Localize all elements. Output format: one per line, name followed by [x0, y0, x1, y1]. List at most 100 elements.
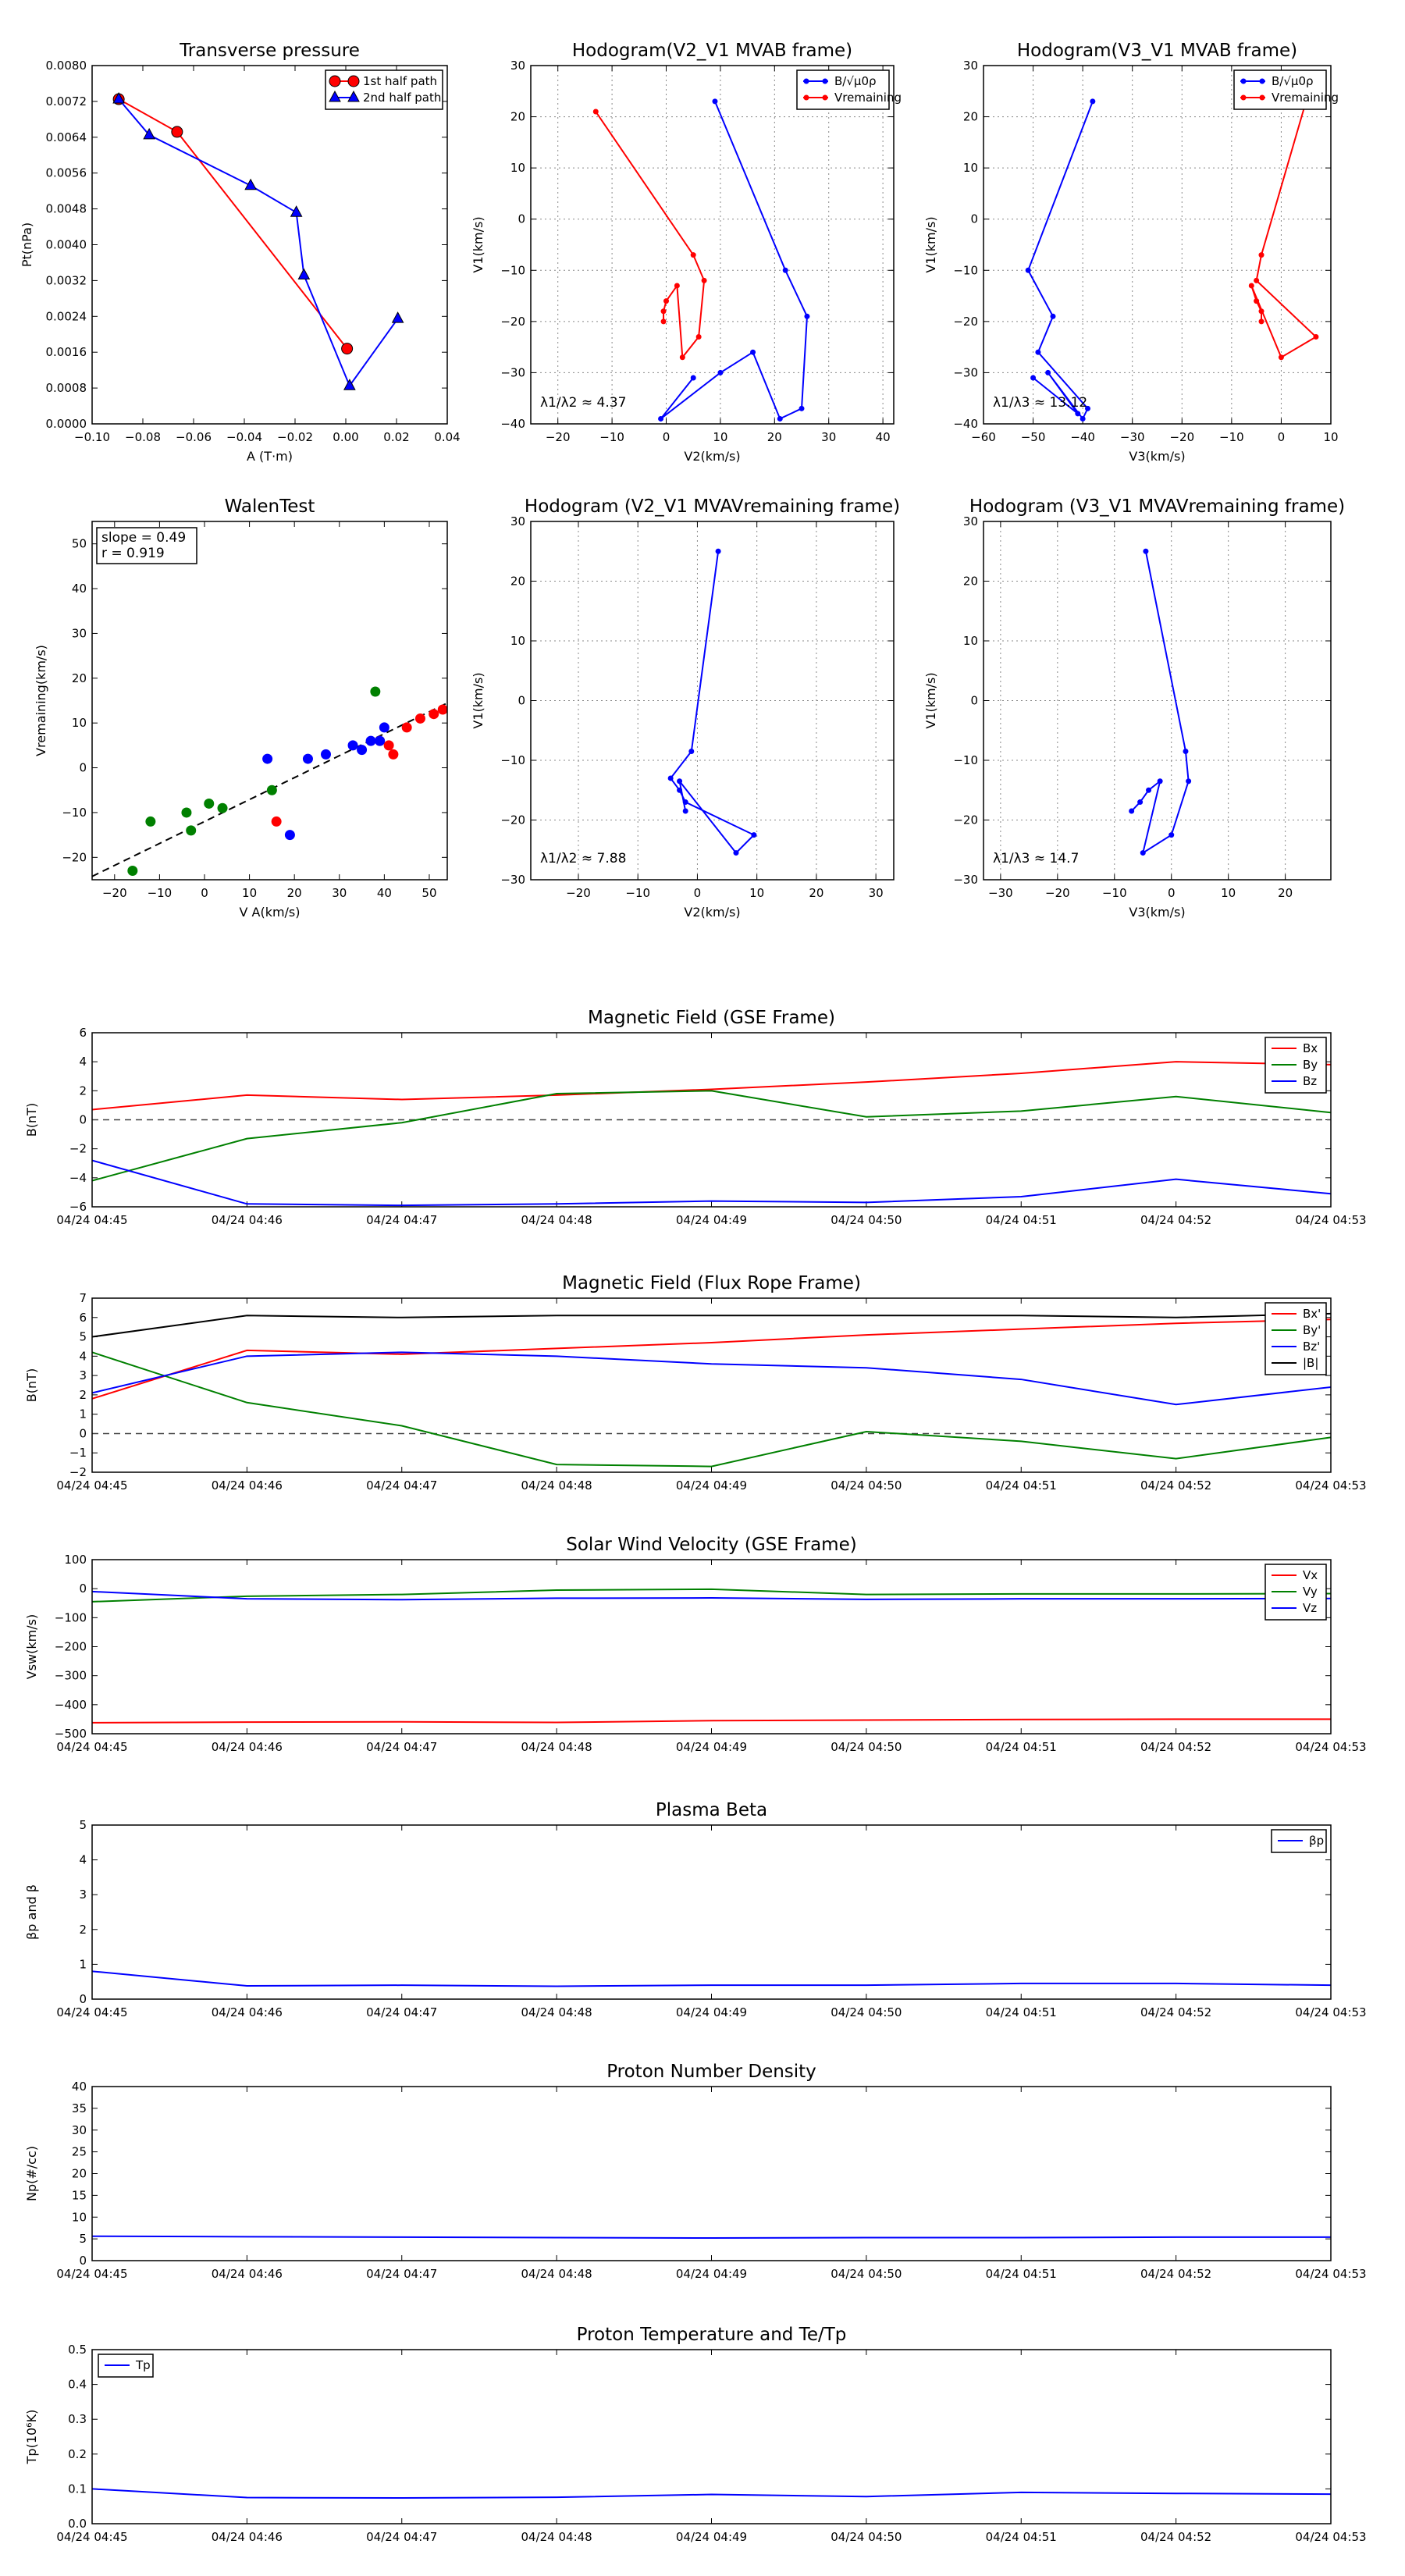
legend-box: [325, 69, 443, 110]
x-tick-label: −10: [1219, 430, 1244, 444]
plot-frame: [983, 521, 1332, 881]
data-layer: [92, 2488, 1331, 2499]
y-tick-label: 0.0064: [46, 130, 87, 144]
data-point: [1157, 778, 1163, 785]
data-point: [1258, 252, 1264, 258]
y-tick-label: −10: [62, 806, 87, 820]
y-tick-label: 0: [79, 1992, 87, 2006]
x-tick-label: −20: [546, 430, 571, 444]
plot-frame: [91, 1824, 1332, 2000]
data-point: [751, 832, 757, 838]
x-tick-label: 20: [1278, 886, 1293, 900]
y-tick-label: 10: [963, 634, 978, 648]
y-tick-label: 0.0040: [46, 238, 87, 252]
x-tick-label: 10: [1323, 430, 1338, 444]
chart-beta: 04/24 04:45 04/24 04:46 04/24 04:47 04/24 0…: [24, 1800, 1367, 2019]
data-point: [750, 349, 756, 355]
legend-label: By: [1303, 1058, 1318, 1072]
y-tick-label: 0.5: [68, 2343, 87, 2357]
y-tick-label: −4: [69, 1171, 87, 1185]
x-tick-label: 20: [287, 886, 302, 900]
legend: 1st half path 2nd half path: [325, 69, 443, 110]
x-tick-label: 04/24 04:46: [212, 2005, 283, 2019]
plot-background: [92, 521, 447, 880]
data-point: [799, 405, 805, 411]
x-tick-label: 0.04: [434, 430, 460, 444]
plot-frame: [91, 2086, 1332, 2261]
data-point: [1129, 808, 1135, 814]
y-axis-label: βp and β: [24, 1884, 39, 1940]
data-point: [1050, 313, 1056, 319]
y-tick-label: 20: [72, 671, 87, 685]
y-axis-label: V1(km/s): [923, 672, 938, 728]
y-axis-label: B(nT): [24, 1103, 39, 1137]
y-tick-label: 0.0000: [46, 417, 87, 431]
legend-box: [796, 69, 890, 110]
x-tick-label: 04/24 04:51: [986, 2267, 1057, 2281]
x-tick-label: −10: [148, 886, 173, 900]
x-tick-label: 04/24 04:48: [521, 1213, 592, 1227]
y-tick-label: −10: [953, 753, 978, 767]
chart-title: Magnetic Field (GSE Frame): [588, 1008, 835, 1028]
x-tick-label: 04/24 04:49: [676, 1740, 747, 1754]
y-tick-label: 30: [72, 2123, 87, 2137]
ratio-annotation: λ1/λ3 ≈ 14.7: [993, 851, 1079, 866]
plot-frame: [530, 521, 895, 881]
plot-background: [531, 66, 894, 424]
y-tick-label: 5: [79, 1330, 87, 1344]
data-point: [127, 866, 138, 877]
y-tick-label: −400: [55, 1698, 87, 1712]
y-tick-label: 15: [72, 2188, 87, 2202]
x-tick-label: 0: [201, 886, 208, 900]
x-tick-label: 04/24 04:49: [676, 2005, 747, 2019]
x-tick-label: 04/24 04:46: [212, 1478, 283, 1493]
x-tick-label: 04/24 04:51: [986, 2005, 1057, 2019]
series-line: [92, 1159, 1331, 1207]
y-tick-label: 7: [79, 1291, 87, 1305]
y-tick-label: 10: [963, 161, 978, 175]
data-point: [1085, 405, 1090, 411]
y-tick-label: 0: [79, 1113, 87, 1127]
data-point: [414, 713, 425, 724]
series-line: [92, 2488, 1331, 2499]
plot-background: [92, 2087, 1331, 2261]
legend: Tp: [98, 2354, 154, 2378]
y-tick-label: 0.0: [68, 2517, 87, 2531]
data-point: [290, 205, 303, 217]
y-tick-label: −10: [953, 263, 978, 277]
legend-label: By': [1303, 1323, 1321, 1337]
x-tick-label: −60: [971, 430, 996, 444]
y-tick-label: −2: [69, 1142, 87, 1156]
data-point: [1035, 349, 1041, 355]
legend-label: |B|: [1303, 1356, 1318, 1370]
data-point: [320, 749, 331, 760]
y-tick-label: −100: [55, 1610, 87, 1624]
x-tick-label: −0.08: [125, 430, 161, 444]
data-point: [429, 709, 439, 720]
data-point: [388, 749, 399, 760]
legend-label: Bz: [1303, 1074, 1317, 1088]
legend-label: 2nd half path: [363, 91, 441, 105]
legend-marker: [822, 78, 828, 84]
data-layer: [592, 98, 810, 422]
legend-label: Tp: [135, 2358, 151, 2372]
x-tick-label: 04/24 04:51: [986, 1213, 1057, 1227]
x-tick-label: −0.04: [226, 430, 262, 444]
plot-frame: [91, 1032, 1332, 1208]
chart-title: Hodogram(V3_V1 MVAB frame): [1017, 41, 1297, 61]
data-point: [143, 127, 155, 140]
x-tick-label: 04/24 04:52: [1140, 1478, 1211, 1493]
legend-marker: [329, 75, 341, 87]
fit-line: [92, 702, 447, 877]
series-line: [92, 1590, 1331, 1601]
x-tick-label: 04/24 04:51: [986, 1740, 1057, 1754]
plot-background: [984, 66, 1331, 424]
data-layer: [92, 1588, 1331, 1724]
legend: βp: [1271, 1829, 1327, 1853]
y-tick-label: 0: [970, 694, 978, 708]
y-tick-label: 5: [79, 2232, 87, 2246]
y-tick-label: 20: [510, 110, 525, 124]
stats-line: r = 0.919: [101, 546, 165, 561]
y-tick-label: 0.2: [68, 2447, 87, 2461]
